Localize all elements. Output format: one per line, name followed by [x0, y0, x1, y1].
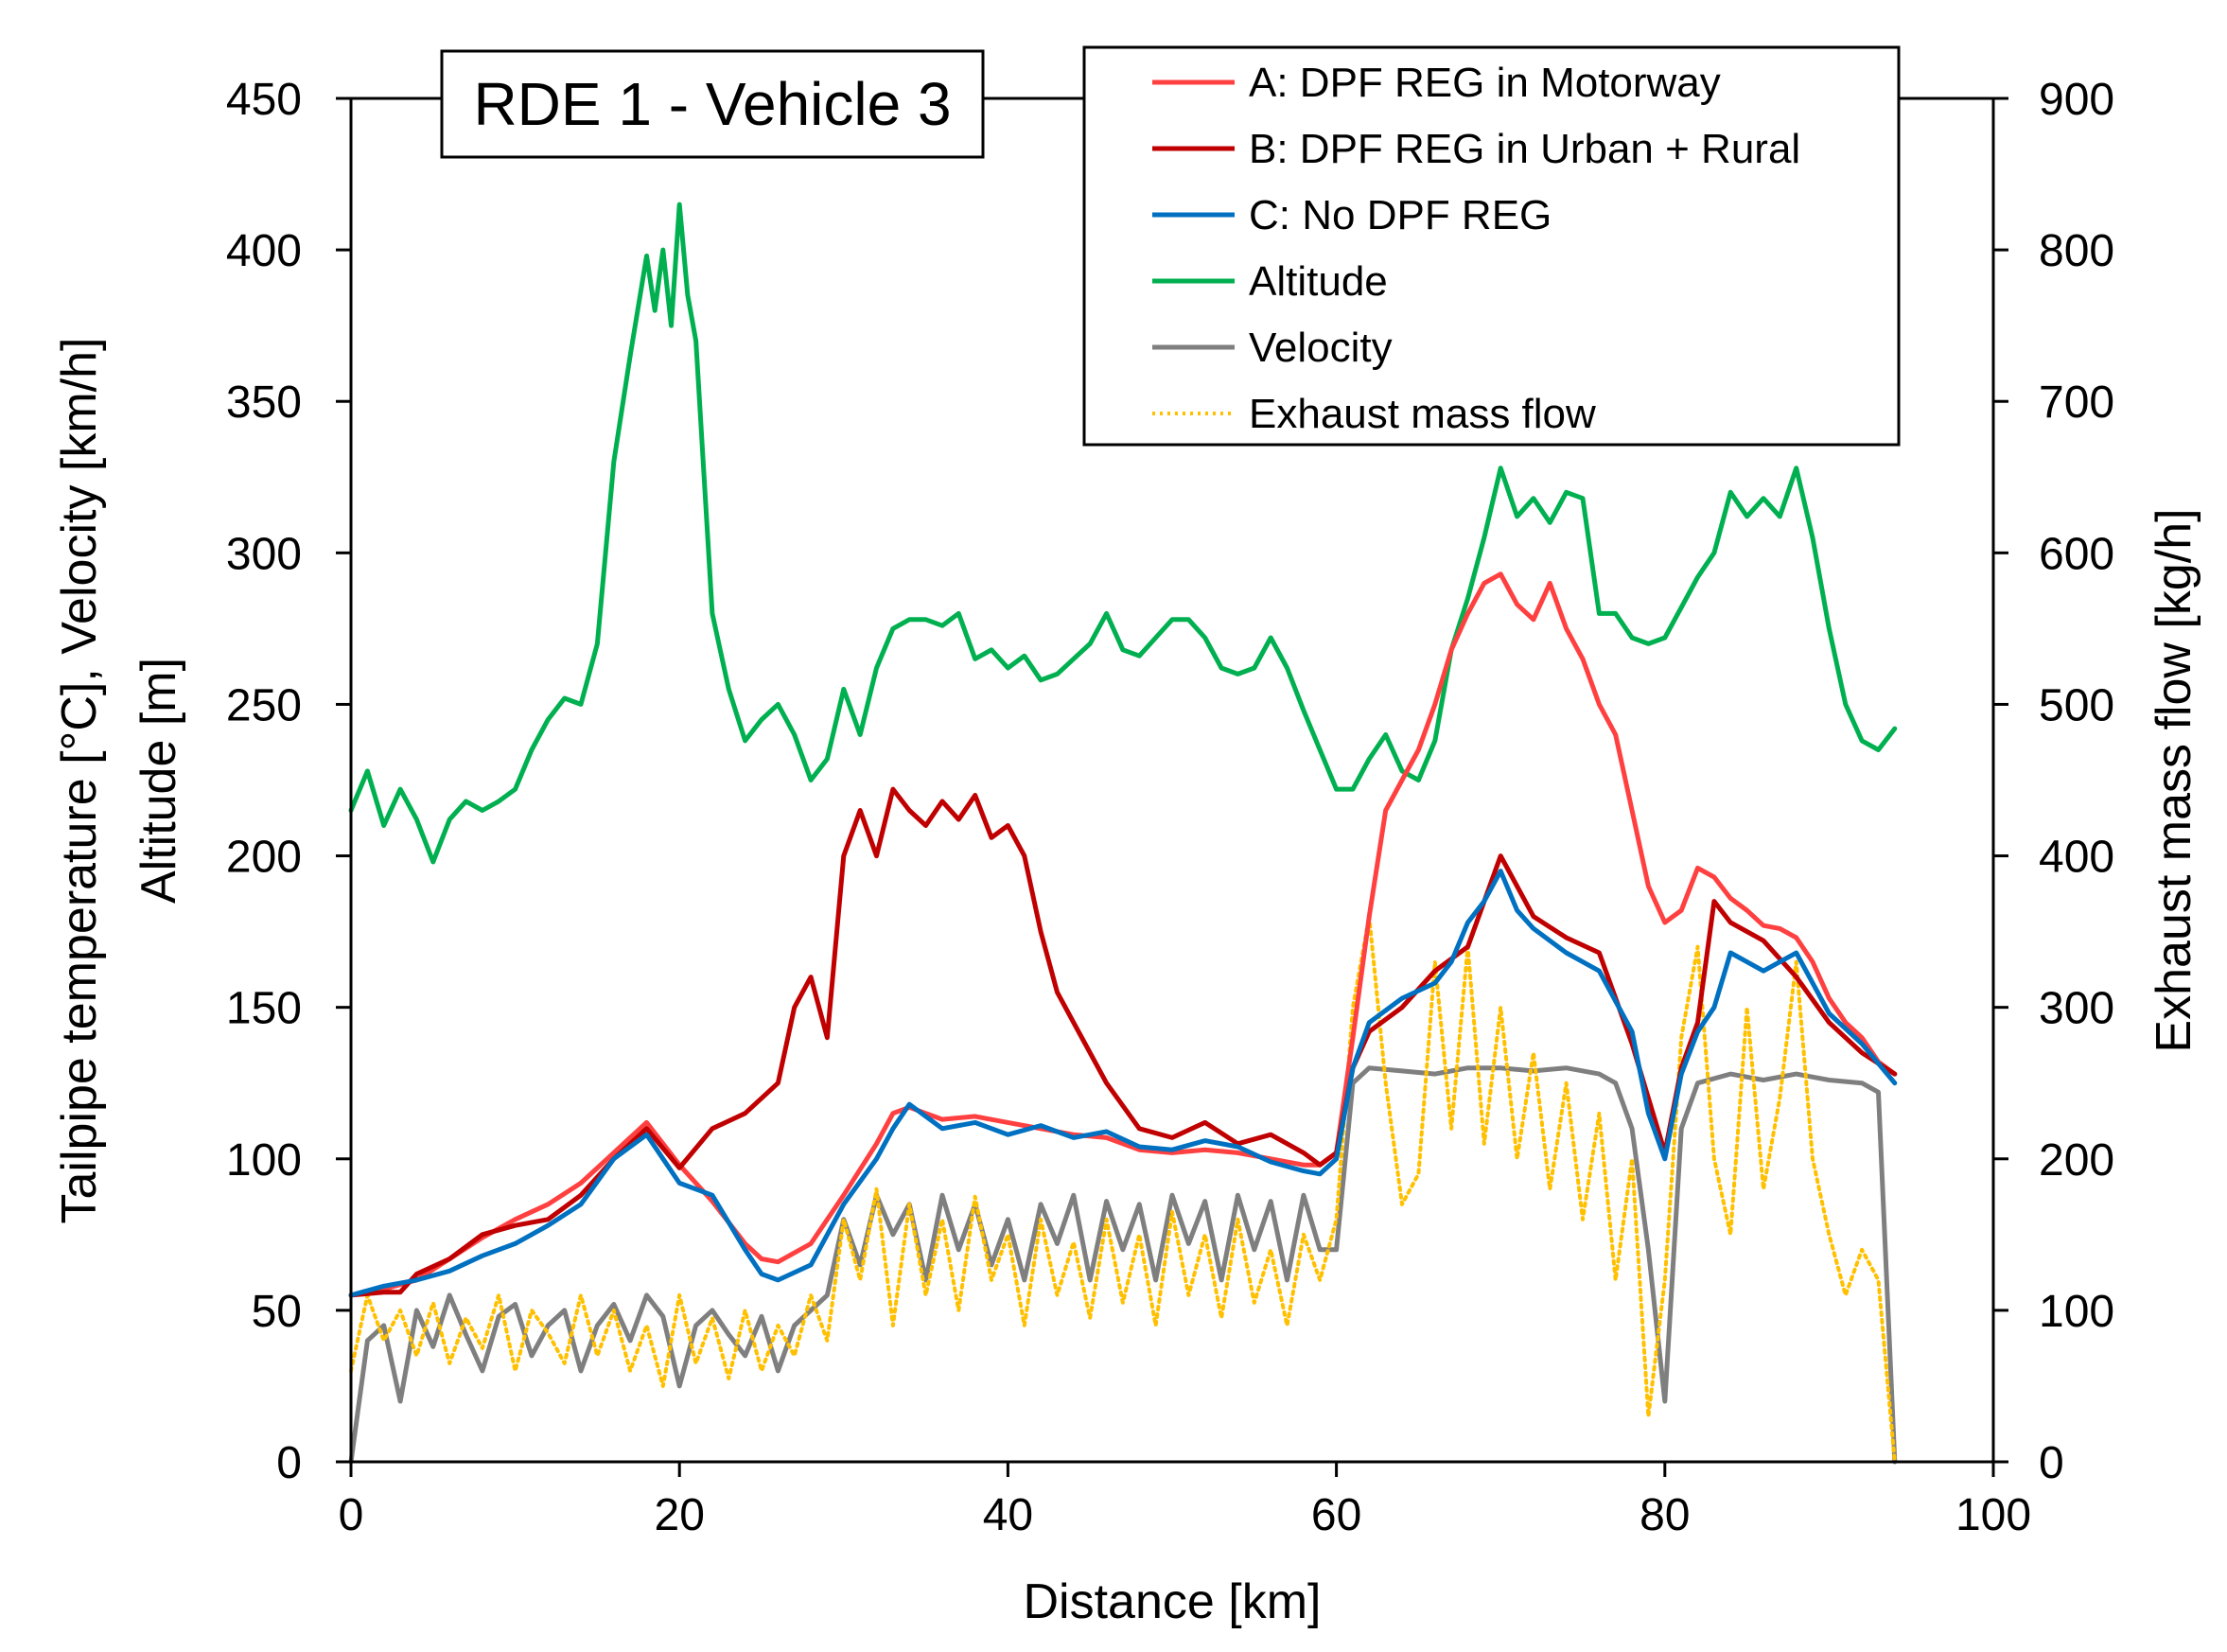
y-tick-label: 350 [226, 378, 302, 428]
y2-tick-label: 0 [2039, 1438, 2064, 1488]
y-tick-label: 450 [226, 75, 302, 125]
series-line-altitude [348, 202, 1898, 865]
series-line-exhaust-mass-flow [349, 914, 1897, 1464]
x-tick-label: 0 [339, 1490, 364, 1540]
y-tick-label: 100 [226, 1135, 302, 1186]
legend-label: Altitude [1249, 258, 1388, 305]
y-tick-label: 300 [226, 529, 302, 579]
y2-tick-label: 100 [2039, 1287, 2114, 1337]
series-line-velocity [348, 1065, 1898, 1465]
series-line-c-no-dpf-reg [348, 869, 1898, 1298]
chart-title-box [440, 49, 985, 159]
y2-tick-label: 300 [2039, 984, 2114, 1034]
x-axis-title: Distance [km] [1024, 1574, 1322, 1629]
y-tick-label: 50 [252, 1287, 302, 1337]
y2-tick-label: 200 [2039, 1135, 2114, 1186]
y-axis-title-line-2: Altitude [m] [132, 658, 186, 904]
legend-box [1082, 45, 1901, 447]
y2-axis-title: Exhaust mass flow [kg/h] [2147, 508, 2201, 1052]
y2-tick-label: 500 [2039, 680, 2114, 730]
legend-label: Exhaust mass flow [1249, 391, 1596, 437]
legend-label: B: DPF REG in Urban + Rural [1249, 126, 1800, 172]
y2-tick-label: 600 [2039, 529, 2114, 579]
legend-label: Velocity [1249, 325, 1393, 371]
x-tick-label: 40 [983, 1490, 1033, 1540]
y-tick-label: 200 [226, 833, 302, 883]
x-tick-label: 100 [1955, 1490, 2031, 1540]
y2-tick-label: 800 [2039, 226, 2114, 276]
chart-title: RDE 1 - Vehicle 3 [473, 70, 951, 138]
y2-tick-label: 900 [2039, 75, 2114, 125]
axis-ticks [336, 97, 2008, 1477]
y-tick-label: 400 [226, 226, 302, 276]
plot-series-layer [348, 202, 1898, 1465]
x-tick-label: 80 [1640, 1490, 1690, 1540]
series-line-b-dpf-reg-in-urban-rural [348, 786, 1898, 1298]
y2-tick-label: 400 [2039, 833, 2114, 883]
axis-tick-labels: 0 20 40 60 80 1000501001502002503003504004500… [226, 75, 2114, 1540]
y2-tick-label: 700 [2039, 378, 2114, 428]
x-tick-label: 20 [655, 1490, 705, 1540]
y-tick-label: 0 [276, 1438, 302, 1488]
x-tick-label: 60 [1311, 1490, 1361, 1540]
y-axis-title-line-1: Tailpipe temperature [°C], Velocity [km/… [52, 338, 107, 1224]
legend-label: C: No DPF REG [1249, 192, 1552, 238]
legend-label: A: DPF REG in Motorway [1249, 60, 1721, 106]
y-tick-label: 150 [226, 984, 302, 1034]
y-tick-label: 250 [226, 680, 302, 730]
legend: A: DPF REG in Motorway B: DPF REG in Urba… [1082, 45, 1901, 447]
